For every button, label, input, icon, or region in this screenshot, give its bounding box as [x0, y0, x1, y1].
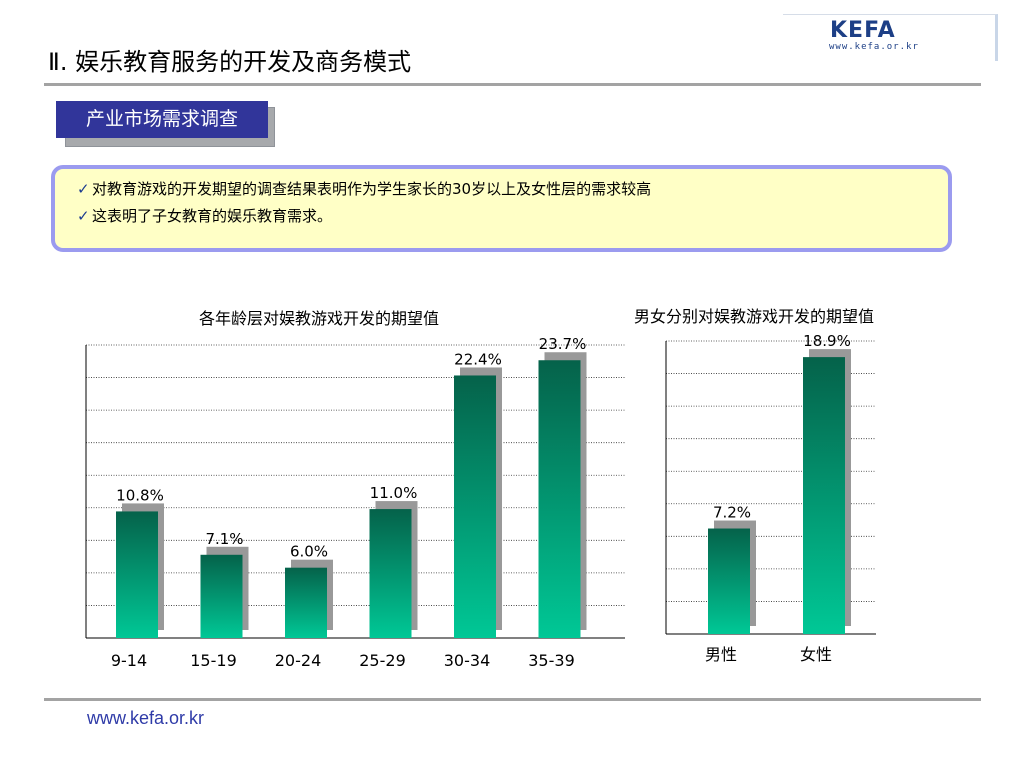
gender-data-label: 7.2% — [713, 504, 751, 522]
age-bar — [200, 554, 243, 638]
age-bar — [285, 567, 327, 638]
age-data-label: 23.7% — [539, 335, 587, 353]
page-title: Ⅱ. 娱乐教育服务的开发及商务模式 — [48, 48, 412, 76]
gender-bar — [803, 357, 845, 634]
age-category-label: 25-29 — [359, 651, 406, 670]
logo-frame — [783, 14, 998, 61]
title-divider — [44, 83, 981, 86]
age-bar — [538, 360, 581, 638]
footer-url[interactable]: www.kefa.or.kr — [87, 708, 205, 728]
age-data-label: 6.0% — [290, 543, 328, 561]
age-category-label: 35-39 — [528, 651, 575, 670]
age-bar — [454, 375, 496, 638]
age-data-label: 11.0% — [370, 484, 418, 502]
note-line-1: ✓ 对教育游戏的开发期望的调查结果表明作为学生家长的30岁以上及女性层的需求较高 — [77, 178, 651, 199]
note-text-2: 这表明了子女教育的娱乐教育需求。 — [92, 207, 333, 225]
gender-bar-chart: 7.2% 男性 18.9% 女性 — [665, 332, 876, 664]
age-bar — [369, 509, 412, 638]
section-tag: 产业市场需求调查 — [56, 101, 268, 138]
age-data-label: 7.1% — [205, 530, 243, 548]
age-category-label: 30-34 — [444, 651, 491, 670]
check-icon: ✓ — [77, 180, 90, 198]
age-data-label: 22.4% — [454, 350, 502, 368]
logo-url: www.kefa.or.kr — [829, 42, 919, 52]
age-chart-title: 各年龄层对娱教游戏开发的期望值 — [199, 309, 440, 328]
age-category-label: 15-19 — [190, 651, 237, 670]
gender-category-label: 女性 — [800, 645, 832, 664]
age-category-label: 20-24 — [275, 651, 322, 670]
gender-chart-title: 男女分别对娱教游戏开发的期望值 — [634, 307, 875, 326]
note-line-2: ✓ 这表明了子女教育的娱乐教育需求。 — [77, 205, 332, 226]
footer-divider — [44, 698, 981, 701]
age-bar-chart: 10.8% 9-14 7.1% 15-19 6.0% 20-24 11.0% 25-29 22.… — [85, 335, 625, 670]
age-bar — [116, 511, 158, 638]
summary-note: ✓ 对教育游戏的开发期望的调查结果表明作为学生家长的30岁以上及女性层的需求较高 … — [51, 165, 952, 252]
gender-bar — [708, 528, 750, 634]
kefa-logo: KEFA — [830, 18, 896, 43]
gender-data-label: 18.9% — [803, 332, 851, 350]
gender-category-label: 男性 — [705, 645, 737, 664]
note-text-1: 对教育游戏的开发期望的调查结果表明作为学生家长的30岁以上及女性层的需求较高 — [92, 180, 652, 198]
age-category-label: 9-14 — [111, 651, 147, 670]
check-icon: ✓ — [77, 207, 90, 225]
age-data-label: 10.8% — [116, 486, 164, 504]
